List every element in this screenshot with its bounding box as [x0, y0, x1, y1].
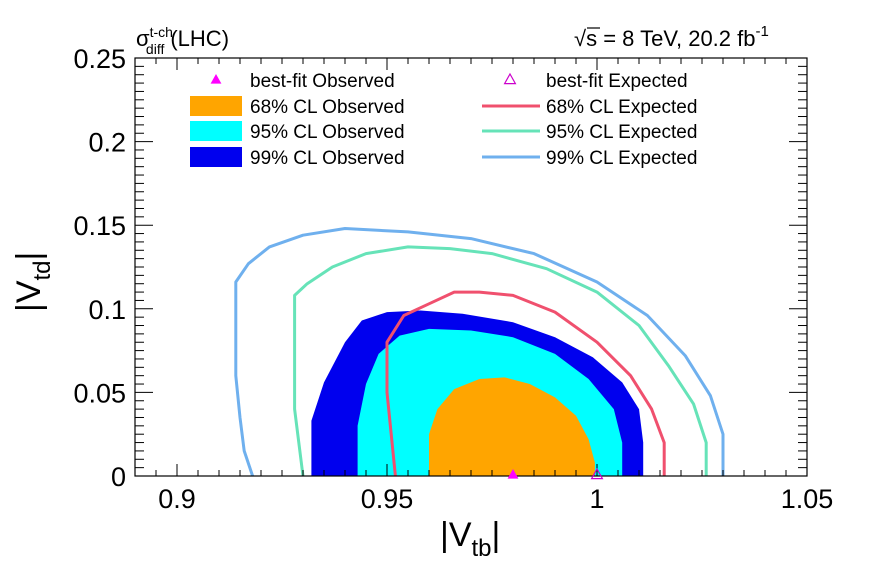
y-tick-label: 0.15: [73, 211, 126, 241]
y-tick-label: 0.25: [73, 44, 126, 74]
legend-item-68-cl-expected: 68% CL Expected: [482, 97, 697, 118]
legend-item-99-cl-observed: 99% CL Observed: [190, 147, 405, 169]
legend-item-best-fit-observed: best-fit Observed: [210, 71, 395, 92]
legend-label: 95% CL Expected: [546, 122, 697, 143]
curve-68-cl-expected: [385, 290, 666, 477]
legend-label: 68% CL Expected: [546, 97, 697, 118]
best-fit-markers: [507, 467, 604, 480]
axis-ticks: [134, 57, 808, 477]
legend-swatch: [190, 147, 242, 167]
region-68-cl-observed: [429, 377, 595, 476]
legend-label: 68% CL Observed: [250, 97, 405, 118]
legend-label: 95% CL Observed: [250, 122, 405, 143]
x-tick-label: 1.05: [781, 484, 834, 514]
legend-label: best-fit Observed: [250, 71, 395, 92]
y-tick-label: 0.1: [88, 295, 126, 325]
best-fit-observed-marker: [507, 469, 519, 479]
legend-label: 99% CL Expected: [546, 148, 697, 169]
x-tick-label: 0.95: [361, 484, 414, 514]
x-tick-label: 0.9: [158, 484, 196, 514]
legend-item-best-fit-expected: best-fit Expected: [503, 71, 688, 92]
y-tick-label: 0.05: [73, 378, 126, 408]
legend-label: 99% CL Observed: [250, 148, 405, 169]
y-axis-title: |Vtd|: [10, 252, 56, 312]
x-tick-labels: 0.9 0.95 1 1.05: [158, 484, 833, 514]
legend-swatch: [190, 96, 242, 116]
legend-label: best-fit Expected: [546, 71, 688, 92]
legend-item-95-cl-observed: 95% CL Observed: [190, 121, 405, 143]
legend: best-fit Observed best-fit Expected 68% CL…: [190, 71, 697, 169]
top-right-label: √s = 8 TeV, 20.2 fb-1: [574, 23, 769, 51]
curve-95-cl-expected: [293, 245, 708, 477]
expected-curves: [234, 227, 725, 477]
y-tick-labels: 0 0.05 0.1 0.15 0.2 0.25: [73, 44, 126, 492]
best-fit-expected-marker: [590, 467, 604, 480]
legend-item-68-cl-observed: 68% CL Observed: [190, 96, 405, 118]
legend-swatch: [190, 121, 242, 141]
observed-regions: [311, 310, 644, 476]
curve-99-cl-expected: [234, 227, 725, 477]
legend-marker: [210, 74, 222, 84]
x-tick-label: 1: [589, 484, 604, 514]
legend-marker: [503, 72, 517, 85]
y-tick-label: 0.2: [88, 128, 126, 158]
legend-item-95-cl-expected: 95% CL Expected: [482, 122, 697, 143]
legend-item-99-cl-expected: 99% CL Expected: [482, 148, 697, 169]
top-left-label: σt-ch diff (LHC): [136, 24, 229, 57]
x-axis-title: |Vtb|: [440, 516, 500, 562]
y-tick-label: 0: [111, 462, 126, 492]
